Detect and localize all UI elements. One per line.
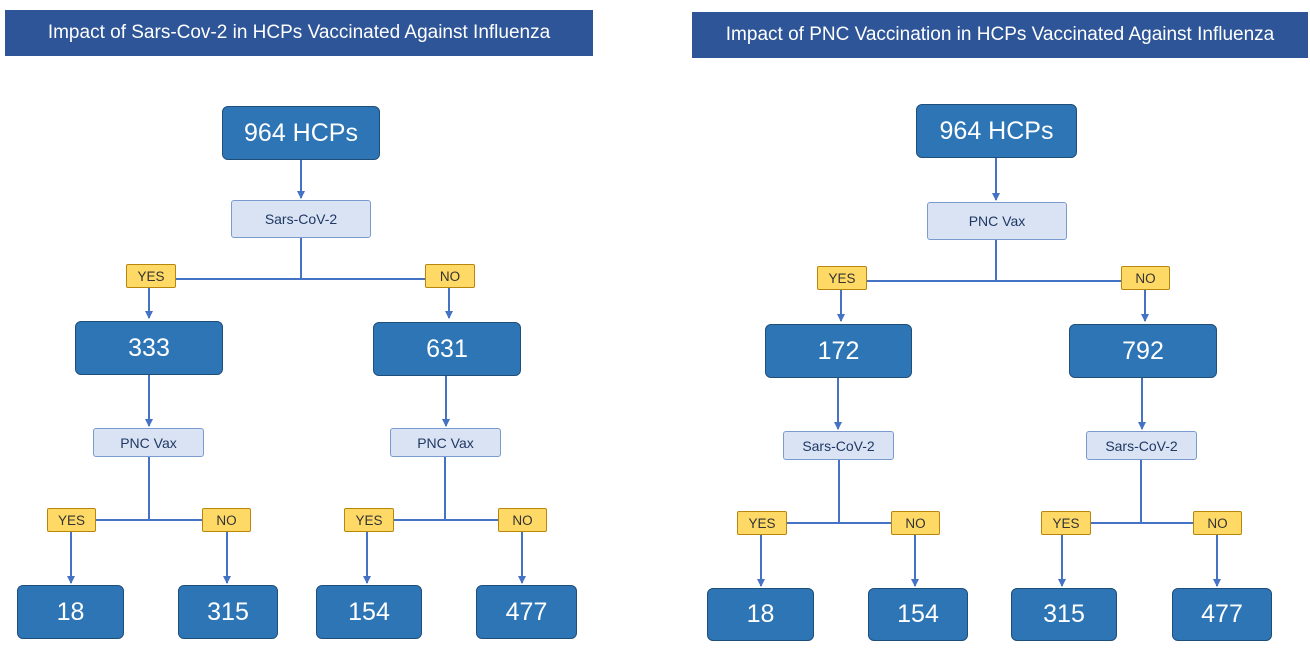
yes-label: YES [126,264,176,288]
no-label: NO [891,511,940,535]
right-flowchart: Impact of PNC Vaccination in HCPs Vaccin… [655,0,1310,649]
no-count-box: 792 [1069,324,1217,378]
leaf-count-box: 154 [868,588,968,641]
yes-label: YES [344,508,394,532]
sars-cov-2-question-box: Sars-CoV-2 [231,200,371,238]
no-label: NO [1193,511,1242,535]
no-label: NO [1121,266,1170,290]
leaf-count-box: 18 [707,588,814,641]
yes-label: YES [737,511,787,535]
left-connectors [67,160,526,584]
panel-title: Impact of PNC Vaccination in HCPs Vaccin… [692,12,1308,58]
leaf-count-box: 154 [316,585,422,639]
panel-title: Impact of Sars-Cov-2 in HCPs Vaccinated … [5,10,593,56]
leaf-count-box: 477 [476,585,577,639]
no-label: NO [498,508,547,532]
pnc-vax-question-box: PNC Vax [93,428,204,457]
yes-label: YES [1041,511,1091,535]
leaf-count-box: 315 [178,585,278,639]
root-count-box: 964 HCPs [916,104,1077,158]
yes-count-box: 333 [75,321,223,375]
yes-count-box: 172 [765,324,912,378]
pnc-vax-question-box: PNC Vax [927,202,1067,240]
no-label: NO [425,264,475,288]
leaf-count-box: 315 [1011,588,1117,641]
root-count-box: 964 HCPs [222,106,380,160]
no-count-box: 631 [373,322,521,376]
yes-label: YES [817,266,867,290]
sars-cov-2-question-box: Sars-CoV-2 [783,431,894,460]
no-label: NO [202,508,251,532]
left-flowchart: Impact of Sars-Cov-2 in HCPs Vaccinated … [5,10,593,639]
sars-cov-2-question-box: Sars-CoV-2 [1086,431,1197,460]
yes-label: YES [47,508,96,532]
leaf-count-box: 477 [1172,588,1272,641]
pnc-vax-question-box: PNC Vax [390,428,501,457]
leaf-count-box: 18 [17,585,124,639]
